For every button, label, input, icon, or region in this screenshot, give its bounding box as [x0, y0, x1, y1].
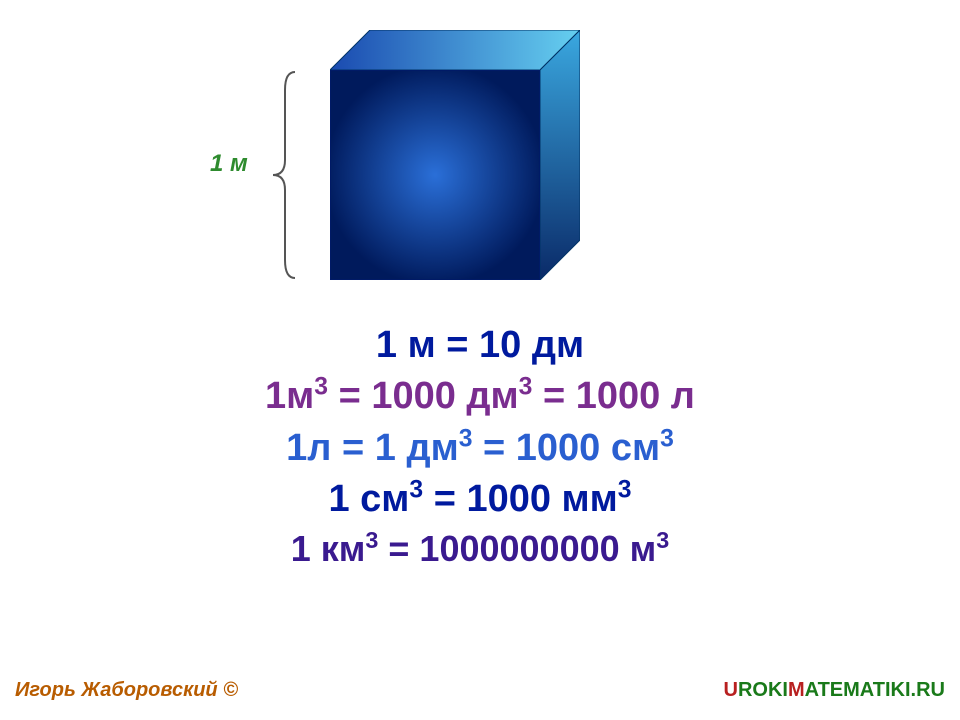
equation-line: 1 см3 = 1000 мм3: [195, 474, 765, 525]
site-url-part: .RU: [911, 679, 945, 701]
cube-diagram: [310, 30, 590, 290]
site-url-part: ROKI: [738, 679, 788, 701]
equation-line: 1 км3 = 1000000000 м3: [195, 525, 765, 574]
equations-block: 1 м = 10 дм1м3 = 1000 дм3 = 1000 л1л = 1…: [195, 320, 765, 574]
edge-label-1m: 1 м: [210, 150, 248, 178]
measure-bracket: [270, 70, 300, 280]
cube-right-face: [540, 30, 580, 280]
equation-line: 1л = 1 дм3 = 1000 см3: [195, 423, 765, 474]
bracket-svg: [270, 70, 300, 280]
site-url-part: U: [724, 679, 738, 701]
site-url-part: ATEMATIKI: [805, 679, 911, 701]
footer-author: Игорь Жаборовский ©: [15, 679, 238, 702]
equation-line: 1 м = 10 дм: [195, 320, 765, 371]
footer-site-url: UROKIMATEMATIKI.RU: [724, 679, 946, 702]
cube-front-face: [330, 70, 540, 280]
site-url-part: M: [788, 679, 805, 701]
cube-container: [310, 30, 590, 290]
equation-line: 1м3 = 1000 дм3 = 1000 л: [195, 371, 765, 422]
